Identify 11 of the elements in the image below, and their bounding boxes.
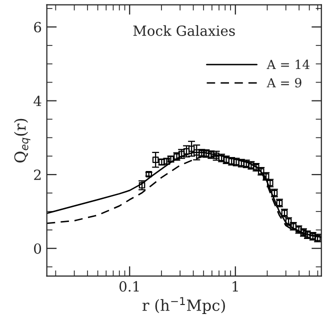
y-tick-label: 0 bbox=[34, 243, 42, 254]
legend-label: A = 9 bbox=[266, 78, 302, 88]
x-tick-label: 1 bbox=[232, 281, 238, 292]
y-tick-label: 4 bbox=[34, 96, 42, 106]
y-tick-label: 6 bbox=[34, 22, 42, 32]
y-axis-title: Q$_{eq}$(r) bbox=[14, 118, 30, 162]
x-tick-label: 0.1 bbox=[119, 281, 139, 292]
text: Mock Galaxies bbox=[133, 25, 235, 36]
legend-label: A = 14 bbox=[266, 60, 310, 69]
x-axis-title: r (h$^{−1}$Mpc) bbox=[142, 297, 225, 314]
y-tick-label: 2 bbox=[34, 170, 41, 180]
